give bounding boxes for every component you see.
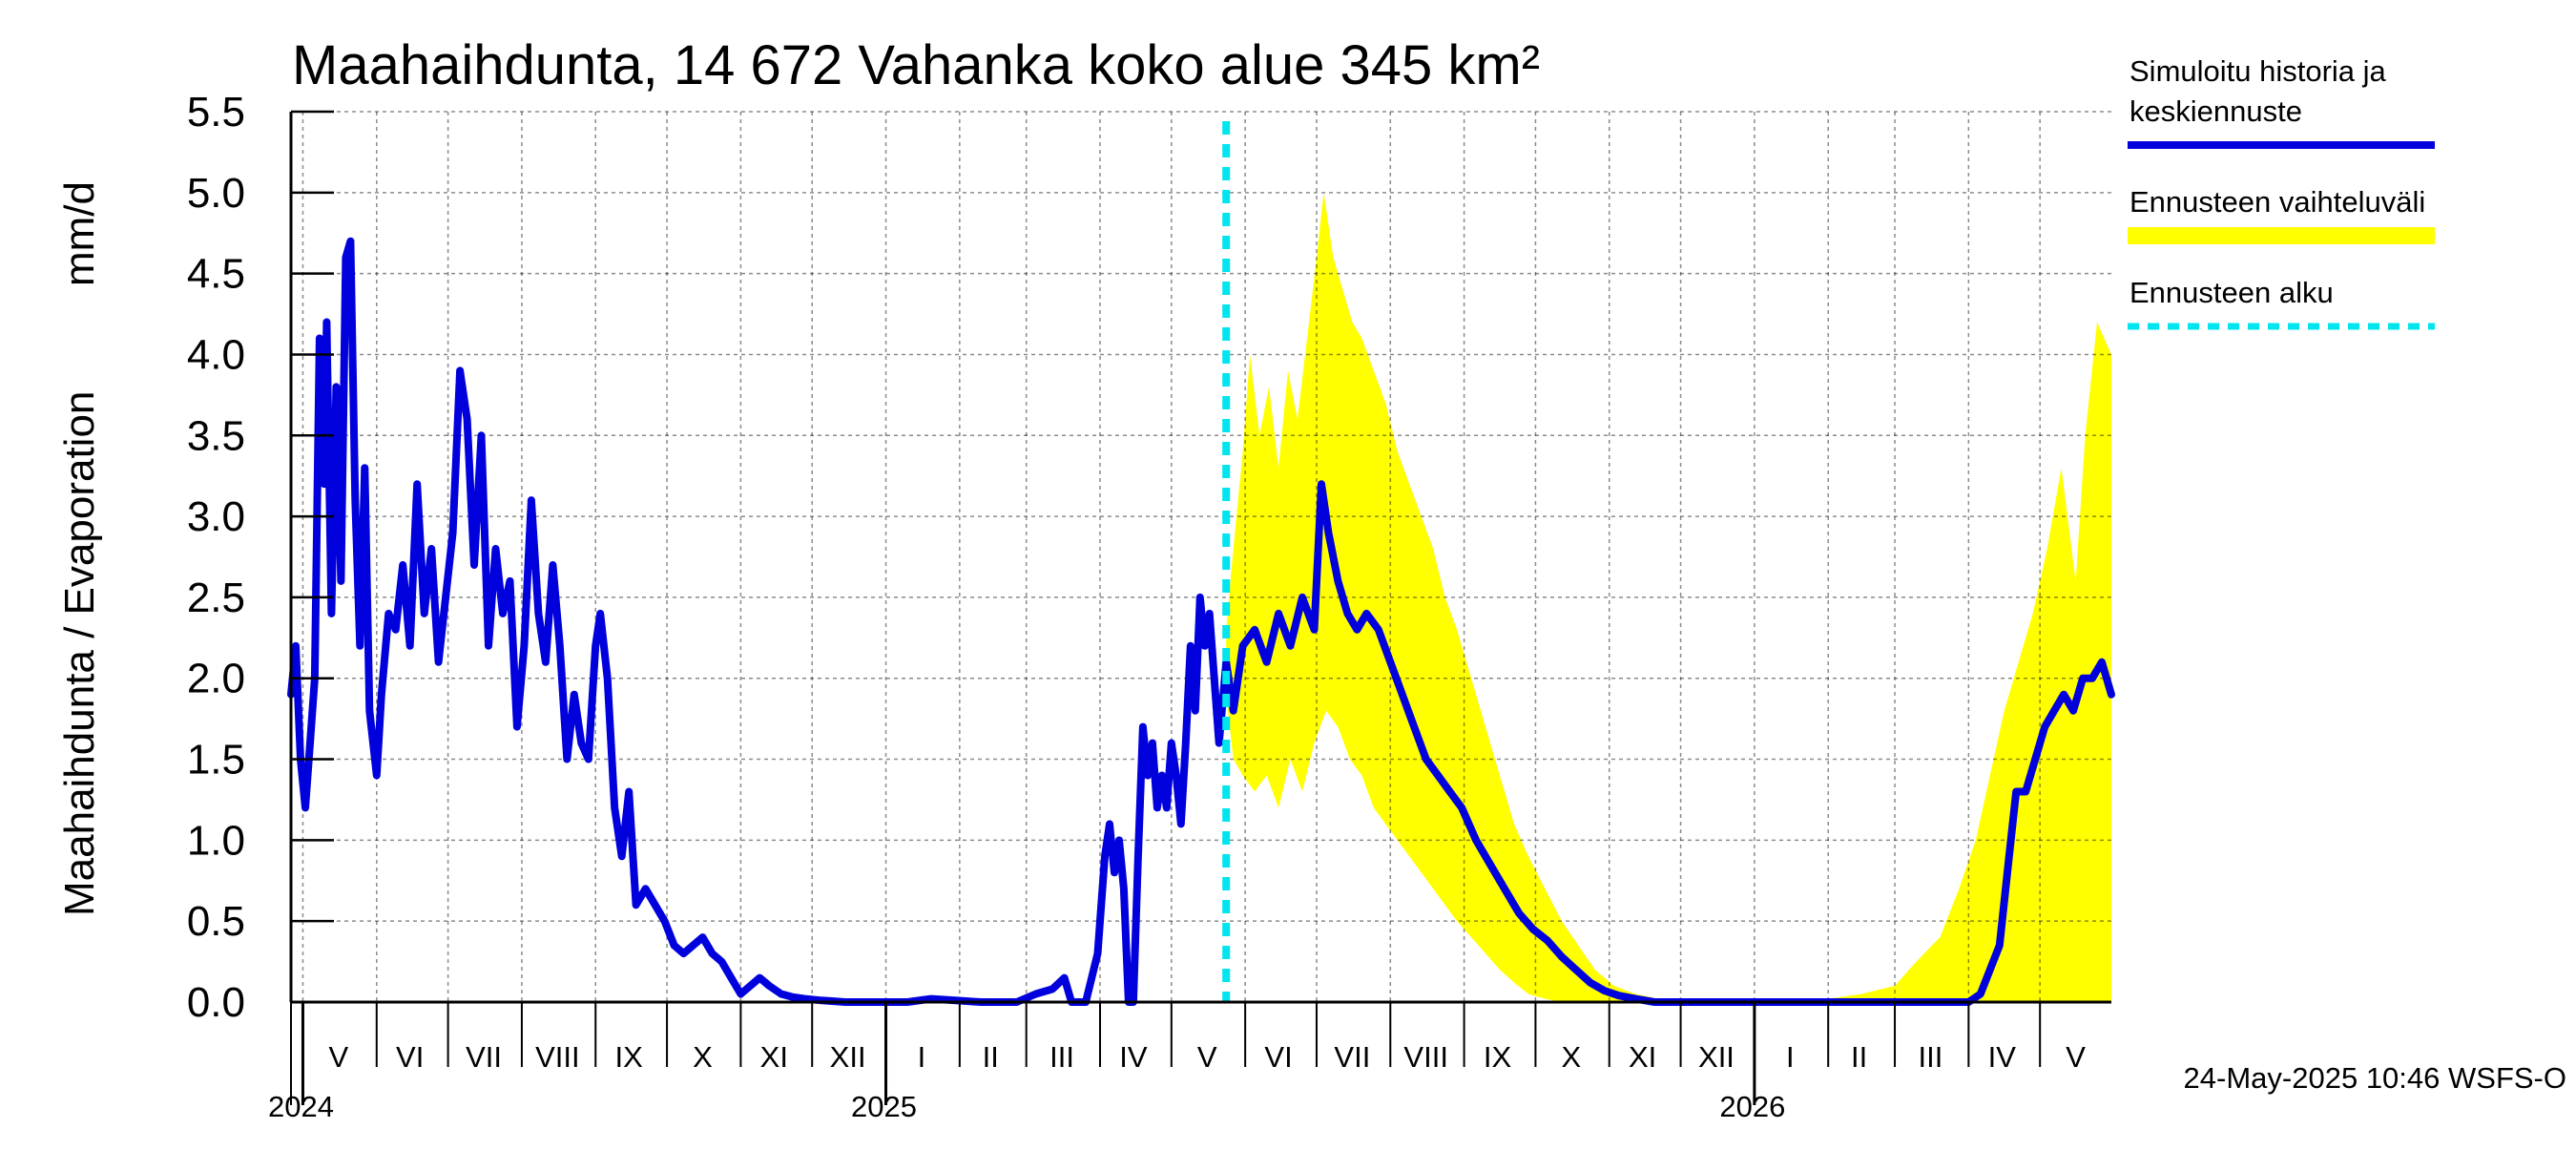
x-month-label: VII [1334, 1040, 1370, 1074]
x-year-label: 2026 [1719, 1090, 1785, 1123]
x-month-label: V [2066, 1040, 2086, 1074]
y-tick-label: 4.0 [187, 331, 245, 378]
x-month-label: IX [1484, 1040, 1512, 1074]
x-year-label: 2025 [851, 1090, 917, 1123]
x-month-label: VIII [1403, 1040, 1448, 1074]
y-tick-label: 0.5 [187, 898, 245, 945]
x-month-label: I [1786, 1040, 1795, 1074]
y-tick-label: 2.0 [187, 656, 245, 702]
x-month-label: XII [830, 1040, 866, 1074]
series-line-layer [287, 121, 2115, 1006]
legend-label: keskiennuste [2129, 94, 2302, 128]
axis-layer: 0.00.51.01.52.02.53.03.54.04.55.05.5V VI V… [187, 89, 2111, 1123]
x-month-label: VI [1264, 1040, 1292, 1074]
x-month-label: II [1851, 1040, 1867, 1074]
legend: Simuloitu historia ja keskiennuste Ennuste… [2128, 54, 2435, 330]
y-tick-label: 5.5 [187, 89, 245, 136]
y-tick-label: 1.0 [187, 817, 245, 864]
legend-label: Simuloitu historia ja [2129, 54, 2387, 88]
series-line [287, 237, 2115, 1006]
x-month-label: I [918, 1040, 926, 1074]
x-month-label: II [983, 1040, 999, 1074]
x-month-label: XI [760, 1040, 788, 1074]
x-month-label: VII [466, 1040, 502, 1074]
y-tick-label: 5.0 [187, 170, 245, 217]
grid-layer [291, 111, 2111, 1003]
forecast-band-layer [1226, 192, 2111, 1003]
y-axis-unit: mm/d [56, 181, 103, 286]
x-month-label: XI [1629, 1040, 1656, 1074]
y-tick-label: 3.5 [187, 412, 245, 459]
y-tick-label: 3.0 [187, 493, 245, 540]
x-month-label: III [1919, 1040, 1943, 1074]
x-month-label: XII [1698, 1040, 1735, 1074]
y-axis-label: Maahaihdunta / Evaporation [56, 391, 103, 916]
x-month-label: VI [396, 1040, 424, 1074]
x-month-label: V [1197, 1040, 1217, 1074]
y-tick-label: 4.5 [187, 251, 245, 298]
y-tick-label: 1.5 [187, 737, 245, 784]
x-month-label: IV [1988, 1040, 2017, 1074]
x-month-label: X [693, 1040, 713, 1074]
footer-timestamp: 24-May-2025 10:46 WSFS-O [2184, 1061, 2566, 1095]
x-month-label: IX [615, 1040, 644, 1074]
legend-label: Ennusteen alku [2129, 276, 2334, 309]
forecast-band [1226, 192, 2111, 1003]
chart-title: Maahaihdunta, 14 672 Vahanka koko alue 3… [292, 34, 1540, 96]
x-month-label: V [329, 1040, 349, 1074]
x-month-label: X [1561, 1040, 1581, 1074]
y-tick-label: 2.5 [187, 575, 245, 621]
y-tick-label: 0.0 [187, 979, 245, 1026]
x-year-label: 2024 [268, 1090, 334, 1123]
legend-label: Ennusteen vaihteluväli [2129, 185, 2425, 219]
x-month-label: IV [1119, 1040, 1148, 1074]
x-month-label: VIII [535, 1040, 580, 1074]
x-month-label: III [1049, 1040, 1074, 1074]
